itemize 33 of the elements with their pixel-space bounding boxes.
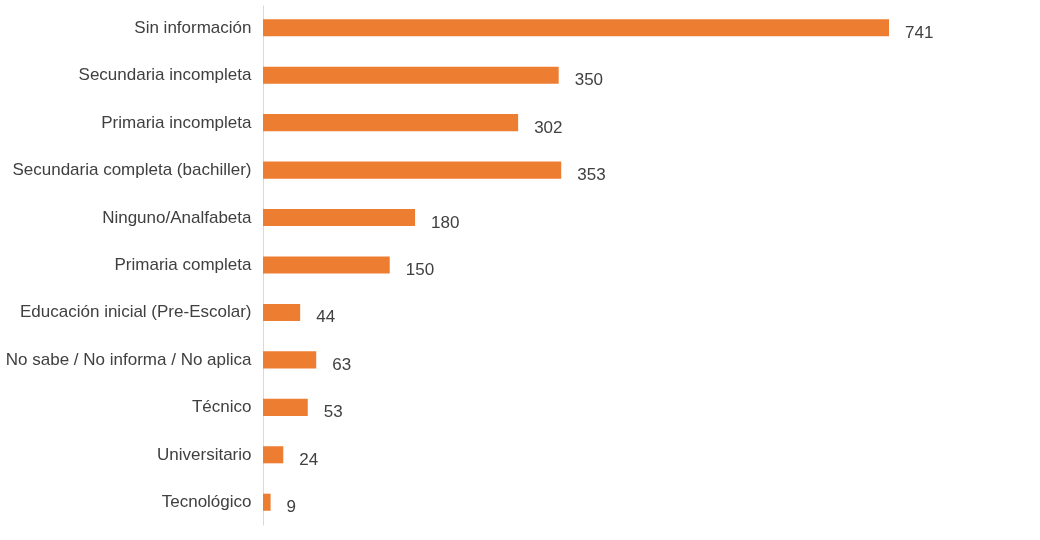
data-label: 302 <box>534 117 563 137</box>
bar <box>263 398 308 416</box>
y-tick-label: No sabe / No informa / No aplica <box>5 349 253 369</box>
y-tick-label: Sin información <box>134 17 252 37</box>
y-tick-label: Secundaria incompleta <box>78 65 253 85</box>
bar <box>263 161 562 179</box>
y-tick-label: Primaria completa <box>114 255 253 274</box>
data-label: 53 <box>323 402 343 422</box>
data-label: 9 <box>286 497 297 517</box>
data-label: 180 <box>431 212 460 232</box>
bar <box>263 303 301 321</box>
data-label: 353 <box>577 165 606 185</box>
data-label: 44 <box>316 307 336 327</box>
data-label: 24 <box>299 449 319 469</box>
bar <box>263 493 271 511</box>
data-label: 741 <box>905 22 934 42</box>
bar <box>263 114 519 132</box>
data-label: 350 <box>574 70 604 90</box>
y-tick-label: Tecnológico <box>161 492 252 512</box>
y-tick-label: Técnico <box>191 397 252 417</box>
bar <box>263 446 284 464</box>
data-label: 150 <box>405 260 435 279</box>
y-tick-label: Universitario <box>157 444 252 464</box>
y-tick-label: Secundaria completa (bachiller) <box>12 160 252 180</box>
data-label: 63 <box>332 354 352 374</box>
bar <box>263 209 416 227</box>
bar <box>263 19 889 37</box>
y-tick-label: Primaria incompleta <box>101 112 253 132</box>
y-tick-label: Ninguno/Analfabeta <box>102 207 253 227</box>
bar <box>263 66 559 84</box>
y-tick-label: Educación inicial (Pre-Escolar) <box>20 302 252 322</box>
bar <box>263 351 317 369</box>
bar <box>263 256 390 274</box>
